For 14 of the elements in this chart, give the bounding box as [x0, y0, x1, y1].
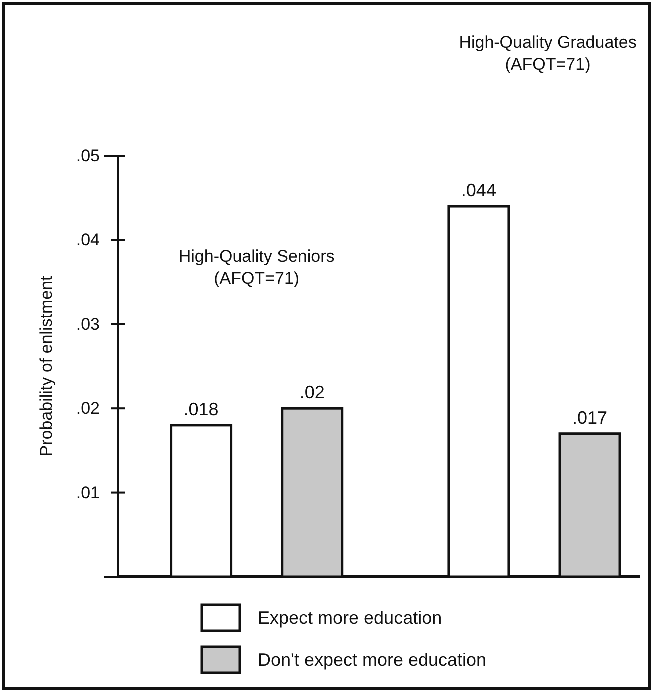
text: High-Quality Graduates (AFQT=71) [459, 33, 637, 74]
y-tick-label: .04 [76, 230, 100, 250]
data-label: .018 [184, 399, 219, 420]
annotation: High-Quality Seniors (AFQT=71) [178, 247, 335, 288]
y-tick-label: .03 [76, 314, 100, 334]
y-axis-title: Probability of enlistment [37, 276, 56, 457]
legend-label: Expect more education [258, 608, 442, 628]
y-tick-label: .02 [76, 399, 100, 418]
legend-label: Don't expect more education [258, 650, 487, 670]
y-tick-label: .01 [76, 483, 100, 502]
data-label: .044 [461, 180, 496, 201]
data-label: .017 [572, 408, 608, 428]
y-tick-label: .05 [76, 146, 100, 166]
data-label: .02 [300, 382, 325, 403]
